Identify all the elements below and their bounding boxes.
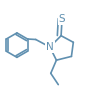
Text: S: S bbox=[59, 14, 65, 24]
Text: N: N bbox=[46, 42, 54, 52]
